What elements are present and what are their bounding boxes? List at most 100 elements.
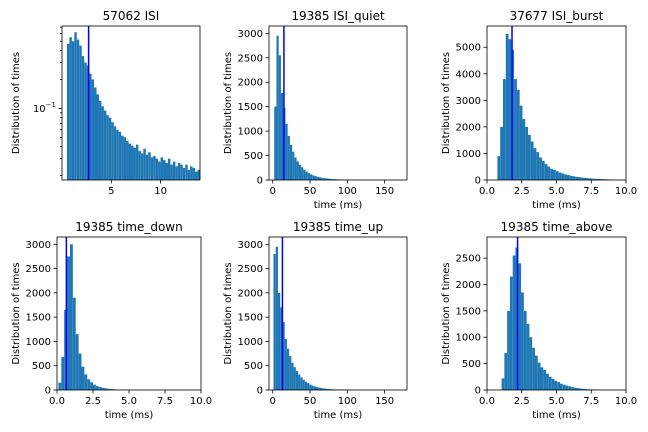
x-tick-label: 2.5 [514, 186, 530, 197]
histogram-bar [126, 140, 129, 180]
y-tick-label: 2500 [456, 254, 481, 265]
histogram-bar [571, 387, 574, 390]
histogram-bar [298, 374, 301, 390]
histogram-bar [275, 246, 278, 390]
histogram-bar [291, 362, 294, 390]
histogram-bar [318, 177, 322, 180]
histogram-bar [138, 151, 141, 180]
y-tick-label: 0 [475, 176, 481, 187]
histogram-bar [589, 178, 592, 180]
histogram-bar [94, 87, 97, 180]
histogram-bar [274, 106, 277, 180]
x-tick-label: 0.0 [479, 186, 495, 197]
histogram-bar [116, 129, 119, 180]
histogram-bar [537, 362, 541, 390]
x-tick-label: 2.5 [514, 396, 530, 407]
histogram-bar [497, 156, 501, 180]
y-axis-label: Distribution of times [441, 262, 452, 364]
histogram-bar [530, 141, 534, 180]
histogram-bar [536, 152, 540, 180]
histogram-bar [551, 378, 555, 390]
histogram-bars [501, 247, 602, 390]
histogram-bar [566, 174, 570, 180]
histogram-bar [273, 254, 276, 390]
histogram-bar [163, 160, 166, 180]
histogram-bar [190, 166, 193, 180]
y-tick-label: 1000 [456, 333, 481, 344]
histogram-bar [318, 387, 321, 390]
x-tick-label: 7.5 [583, 396, 599, 407]
y-tick-label: 1500 [26, 313, 51, 324]
y-tick-label: 4000 [456, 69, 481, 80]
histogram-bar [579, 388, 583, 390]
y-tick-label: 2500 [238, 264, 263, 275]
histogram-bar [90, 382, 93, 390]
histogram-bar [575, 176, 579, 180]
y-tick-label: 500 [32, 361, 51, 372]
x-tick-label: 150 [375, 396, 394, 407]
histogram-bar [187, 169, 191, 180]
histogram-bar [512, 255, 516, 390]
histogram-bar [548, 376, 552, 390]
histogram-bar [327, 178, 331, 180]
histogram-bar [170, 164, 173, 180]
histogram-bar [584, 389, 588, 390]
histogram-bar [534, 355, 538, 390]
histogram-bar [286, 348, 290, 390]
histogram-bar [58, 382, 62, 390]
histogram-bar [167, 158, 171, 180]
histogram-bar [155, 158, 159, 180]
histogram-bar [597, 178, 601, 180]
x-tick-label: 0 [270, 186, 276, 197]
histogram-bar [67, 256, 70, 390]
histogram-bar [197, 169, 200, 180]
histogram-bar [591, 178, 595, 180]
y-axis-label: Distribution of times [223, 52, 234, 154]
histogram-bar [91, 79, 95, 180]
histogram-bar [145, 154, 149, 180]
histogram-bar [280, 92, 284, 180]
y-tick-label: 2000 [238, 288, 263, 299]
histogram-bar [280, 307, 283, 390]
x-tick-label: 50 [304, 186, 317, 197]
histogram-bar [321, 177, 324, 180]
x-tick-label: 5.0 [121, 396, 137, 407]
histogram-bar [305, 171, 308, 180]
histogram-bar [332, 179, 335, 180]
histogram-bar [133, 147, 136, 180]
histogram-bar [282, 322, 285, 390]
x-tick-label: 10.0 [190, 396, 212, 407]
subplot-title: 19385 ISI_quiet [291, 9, 385, 23]
x-tick-label: 5 [108, 186, 114, 197]
histogram-bar [528, 134, 531, 180]
x-tick-label: 0.0 [49, 396, 65, 407]
histogram-bar [540, 367, 544, 390]
y-tick-label: 1000 [238, 337, 263, 348]
histogram-bar [324, 388, 328, 390]
x-axis-label: time (ms) [105, 410, 154, 421]
histogram-bar [69, 244, 73, 390]
y-axis-label: Distribution of times [11, 262, 22, 364]
histogram-bar [320, 388, 323, 390]
histogram-bar [583, 177, 587, 180]
x-tick-label: 0.0 [479, 396, 495, 407]
x-tick-label: 0 [270, 396, 276, 407]
y-axis-label: Distribution of times [223, 262, 234, 364]
histogram-bar [284, 339, 287, 390]
histogram-bar [81, 366, 85, 390]
histogram-bar [525, 126, 529, 180]
histogram-bar [313, 386, 316, 390]
y-tick-label: 3000 [26, 240, 51, 251]
histogram-bar [118, 131, 122, 180]
histogram-bar [307, 383, 310, 390]
y-tick-label: 2000 [238, 78, 263, 89]
histogram-bar [87, 379, 91, 390]
histogram-bar [578, 177, 581, 180]
histogram-bar [582, 388, 585, 390]
y-tick-label: 1500 [238, 313, 263, 324]
x-tick-label: 100 [338, 186, 357, 197]
y-tick-label: 2000 [26, 288, 51, 299]
histogram-bar [185, 164, 188, 180]
histogram-bar [509, 276, 513, 390]
